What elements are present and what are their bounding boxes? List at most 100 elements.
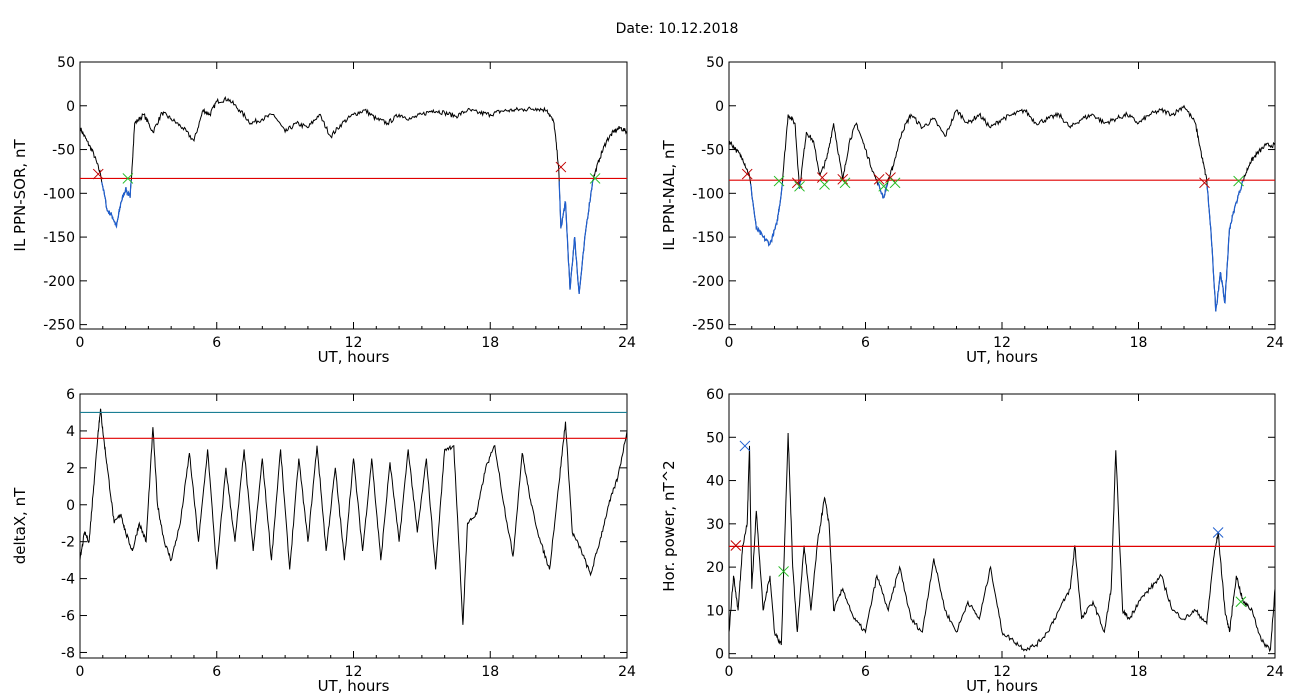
x-axis-label: UT, hours (966, 677, 1038, 695)
plot-frame (728, 393, 1276, 659)
plot-area (80, 408, 627, 625)
y-tick-label: 40 (706, 474, 724, 490)
x-tick-label: 18 (481, 664, 499, 680)
x-tick-label: 12 (345, 335, 363, 351)
x-axis-label: UT, hours (318, 348, 390, 366)
y-tick-label: -250 (692, 318, 724, 334)
panel-hor-power: 0 6 12 18 24 60 50 40 30 20 10 0 UT, hours Hor. power… (660, 387, 1284, 695)
event-cross-marker (1235, 596, 1247, 608)
y-tick-label: 30 (706, 517, 724, 533)
y-axis-label: IL PPN-SOR, nT (11, 139, 29, 252)
y-tick-label: 0 (66, 498, 75, 514)
plot-area (80, 95, 627, 295)
event-cross-marker (730, 540, 742, 551)
cross-stroke (839, 177, 851, 189)
below-threshold-trace (558, 179, 594, 295)
y-tick-label: 20 (706, 560, 724, 576)
plot-frame (728, 61, 1276, 330)
x-tick-label: 6 (212, 664, 221, 680)
event-cross-marker (878, 180, 890, 192)
cross-stroke (778, 566, 789, 577)
data-trace (80, 408, 627, 625)
y-tick-label: -200 (43, 274, 75, 290)
y-tick-label: 60 (706, 387, 724, 403)
cross-stroke (816, 172, 828, 183)
cross-stroke (889, 177, 901, 189)
cross-stroke (739, 440, 751, 452)
plot-area (729, 432, 1275, 653)
x-tick-label: 12 (993, 664, 1011, 680)
data-trace (729, 432, 1275, 653)
x-tick-label: 6 (861, 664, 870, 680)
x-tick-label: 18 (1130, 335, 1148, 351)
y-tick-label: 50 (706, 430, 724, 446)
x-tick-label: 24 (618, 664, 636, 680)
event-cross-marker (889, 177, 901, 189)
event-cross-marker (1199, 177, 1210, 189)
event-cross-marker (92, 168, 104, 180)
cross-stroke (794, 180, 805, 192)
cross-stroke (92, 168, 104, 180)
y-tick-label: -50 (52, 143, 75, 159)
event-cross-marker (794, 180, 805, 192)
below-threshold-trace (877, 181, 889, 199)
x-tick-label: 24 (1266, 335, 1284, 351)
x-tick-label: 0 (725, 335, 734, 351)
event-cross-marker (778, 566, 789, 577)
x-tick-label: 6 (212, 335, 221, 351)
panel-deltax: 0 6 12 18 24 6 4 2 0 -2 -4 -6 -8 UT, hours deltaX, nT (11, 387, 636, 695)
panel-ppn-sor: 0 6 12 18 24 50 0 -50 -100 -150 -200 -250 UT, hours I… (11, 55, 636, 366)
event-cross-marker (791, 177, 803, 189)
y-tick-label: 10 (706, 603, 724, 619)
y-tick-label: -8 (61, 645, 75, 661)
event-cross-marker (1212, 527, 1224, 538)
y-tick-label: 2 (66, 461, 75, 477)
y-tick-label: 0 (715, 99, 724, 115)
y-tick-label: 50 (706, 55, 724, 71)
x-tick-label: 18 (1130, 664, 1148, 680)
x-tick-label: 12 (345, 664, 363, 680)
x-tick-label: 0 (725, 664, 734, 680)
y-tick-label: -50 (701, 143, 724, 159)
y-tick-label: -4 (61, 572, 75, 588)
y-tick-label: -2 (61, 535, 75, 551)
event-cross-marker (773, 175, 785, 187)
y-axis-label: IL PPN-NAL, nT (660, 140, 678, 251)
cross-stroke (589, 173, 601, 184)
x-axis-label: UT, hours (318, 677, 390, 695)
cross-stroke (819, 179, 830, 190)
event-cross-marker (816, 172, 828, 183)
event-cross-marker (122, 173, 134, 184)
x-tick-label: 6 (861, 335, 870, 351)
below-threshold-trace (1206, 180, 1244, 312)
cross-stroke (773, 175, 785, 187)
event-cross-marker (1233, 175, 1244, 187)
y-tick-label: 50 (57, 55, 75, 71)
event-cross-marker (589, 173, 601, 184)
y-tick-label: 4 (66, 424, 75, 440)
y-tick-label: 0 (715, 647, 724, 663)
below-threshold-trace (101, 180, 132, 229)
y-axis-label: deltaX, nT (11, 487, 29, 564)
y-tick-label: 0 (66, 99, 75, 115)
y-tick-label: -100 (43, 186, 75, 202)
y-axis-label: Hor. power, nT^2 (660, 460, 678, 591)
y-tick-label: -250 (43, 318, 75, 334)
event-cross-marker (741, 168, 753, 180)
event-cross-marker (837, 173, 849, 185)
event-cross-marker (873, 173, 885, 185)
x-tick-label: 12 (993, 335, 1011, 351)
y-tick-label: -100 (692, 186, 724, 202)
x-tick-label: 24 (618, 335, 636, 351)
cross-stroke (873, 173, 885, 185)
data-trace (729, 104, 1275, 312)
cross-stroke (741, 168, 753, 180)
cross-stroke (878, 180, 890, 192)
event-cross-marker (739, 440, 751, 452)
data-trace (80, 95, 627, 295)
cross-stroke (555, 161, 567, 173)
x-tick-label: 0 (76, 335, 85, 351)
y-tick-label: 6 (66, 387, 75, 403)
